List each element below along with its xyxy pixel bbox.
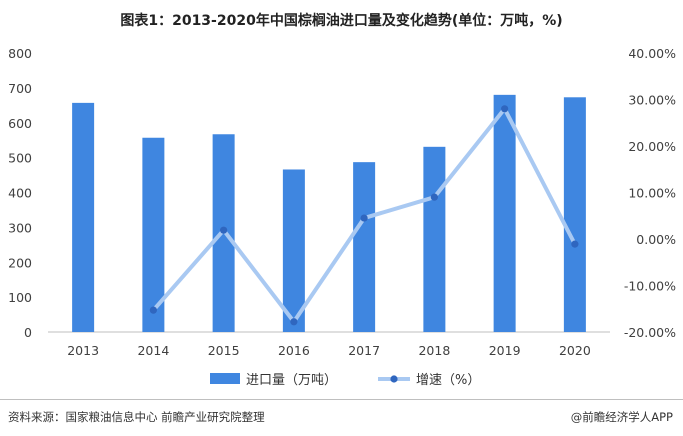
- right-tick-label: 20.00%: [628, 139, 676, 154]
- left-tick-label: 500: [8, 151, 32, 166]
- chart-title: 图表1：2013-2020年中国棕榈油进口量及变化趋势(单位：万吨，%): [120, 13, 563, 29]
- right-tick-label: 30.00%: [628, 93, 676, 108]
- category-label: 2014: [137, 343, 169, 358]
- bar: [423, 146, 446, 332]
- left-tick-label: 400: [8, 186, 32, 201]
- category-label: 2016: [278, 343, 310, 358]
- growth-point: [220, 226, 228, 234]
- bar: [142, 137, 165, 332]
- right-tick-label: -10.00%: [624, 279, 676, 294]
- growth-point: [430, 193, 438, 201]
- right-tick-label: 40.00%: [628, 46, 676, 61]
- right-tick-label: 0.00%: [636, 232, 676, 247]
- bar: [563, 97, 586, 332]
- bar: [353, 162, 376, 332]
- left-tick-label: 0: [24, 325, 32, 340]
- growth-point: [149, 306, 157, 314]
- legend-bar-swatch: [210, 373, 240, 384]
- legend-line-marker: [390, 375, 398, 383]
- bar: [282, 169, 305, 332]
- left-tick-label: 100: [8, 290, 32, 305]
- growth-point: [360, 214, 368, 222]
- growth-point: [290, 318, 298, 326]
- category-label: 2018: [418, 343, 450, 358]
- legend-bar-label: 进口量（万吨）: [246, 373, 337, 388]
- growth-point: [501, 105, 509, 113]
- left-tick-label: 700: [8, 81, 32, 96]
- left-tick-label: 600: [8, 116, 32, 131]
- chart: 0 100 200 300 400 500 600 700 800 -20.00% -10.00% 0…: [8, 46, 676, 388]
- legend-line-label: 增速（%）: [416, 373, 480, 388]
- footer-divider: [0, 399, 683, 400]
- source-note: 资料来源：国家粮油信息中心 前瞻产业研究院整理: [8, 410, 265, 424]
- right-tick-label: -20.00%: [624, 325, 676, 340]
- growth-point: [571, 240, 579, 248]
- bar: [72, 102, 95, 332]
- category-label: 2015: [208, 343, 240, 358]
- right-tick-label: 10.00%: [628, 186, 676, 201]
- left-tick-label: 300: [8, 220, 32, 235]
- category-label: 2020: [559, 343, 591, 358]
- category-label: 2019: [489, 343, 521, 358]
- bar: [493, 94, 516, 332]
- brand-label: @前瞻经济学人APP: [570, 410, 673, 424]
- left-tick-label: 800: [8, 46, 32, 61]
- category-label: 2017: [348, 343, 380, 358]
- category-label: 2013: [67, 343, 99, 358]
- left-tick-label: 200: [8, 255, 32, 270]
